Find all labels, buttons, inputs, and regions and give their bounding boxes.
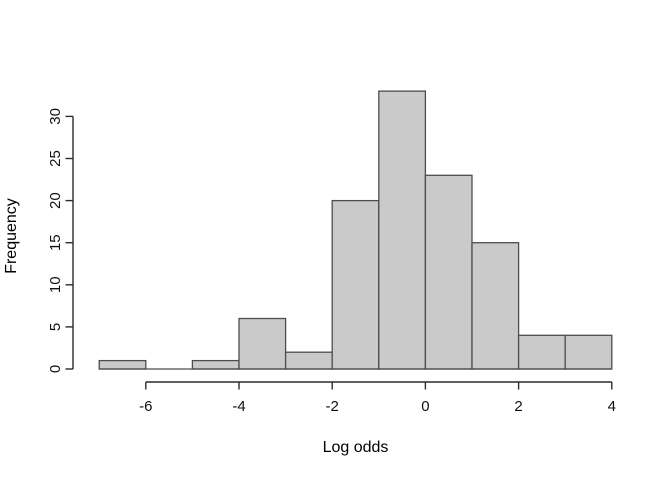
x-tick-label: 4 xyxy=(608,398,616,415)
y-tick-label: 20 xyxy=(47,192,64,209)
tick-labels-group: -6 -4 -2 0 2 4 0 5 10 15 20 25 30 xyxy=(47,108,616,415)
x-tick-label: -2 xyxy=(326,398,339,415)
histogram-bar xyxy=(471,242,520,370)
x-axis-title: Log odds xyxy=(323,439,389,456)
histogram-bar xyxy=(98,359,147,370)
histogram-bar xyxy=(564,334,613,370)
y-tick-label: 25 xyxy=(47,150,64,167)
histogram-bar xyxy=(238,317,287,370)
y-tick-label: 30 xyxy=(47,108,64,125)
y-tick-label: 10 xyxy=(47,276,64,293)
histogram-bar xyxy=(284,351,333,370)
x-tick-label: 0 xyxy=(421,398,429,415)
bars-group xyxy=(98,90,613,370)
y-tick-label: 5 xyxy=(47,323,64,331)
x-tick-label: -4 xyxy=(232,398,245,415)
histogram-bar xyxy=(191,359,240,370)
y-tick-label: 0 xyxy=(47,365,64,373)
y-axis-title: Frequency xyxy=(3,198,20,274)
y-tick-label: 15 xyxy=(47,234,64,251)
histogram-bar xyxy=(424,174,473,370)
x-tick-label: -6 xyxy=(139,398,152,415)
histogram-bar xyxy=(378,90,427,370)
histogram-bar xyxy=(517,334,566,370)
axes-group xyxy=(65,115,613,390)
histogram-bar xyxy=(331,199,380,370)
x-tick-label: 2 xyxy=(514,398,522,415)
